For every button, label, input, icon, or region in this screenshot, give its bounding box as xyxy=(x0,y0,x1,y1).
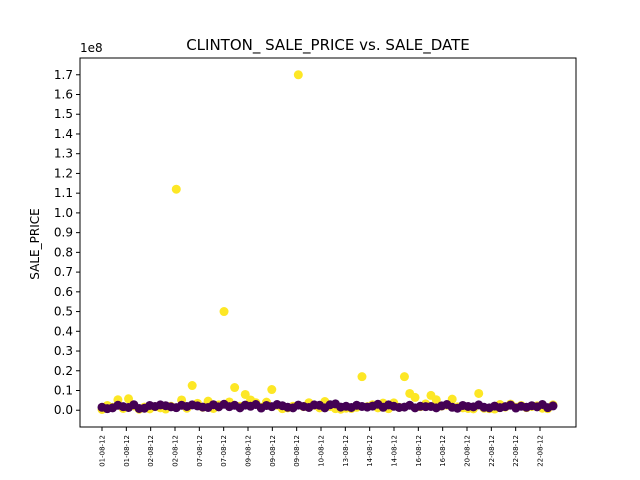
y-axis-ticks: 0.0 0.1 0.2 0.3 0.4 0.5 0.6 0.7 0.8 0.9 1.0 1.1 1.2 1… xyxy=(54,68,80,417)
data-point-yellow xyxy=(474,388,484,398)
x-tick-label: 14-08-12 xyxy=(366,435,374,467)
data-point-yellow xyxy=(187,381,197,391)
data-point-yellow xyxy=(124,394,134,404)
y-tick-label: 0.4 xyxy=(54,324,73,338)
y-tick-label: 0.1 xyxy=(54,383,73,397)
data-point-yellow xyxy=(171,184,181,194)
x-tick-label: 02-08-12 xyxy=(172,435,180,467)
x-axis-ticks: 01-08-12 01-08-12 02-08-12 02-08-12 07-08-12… xyxy=(99,427,545,467)
data-point-purple xyxy=(548,401,558,411)
y-tick-label: 0.0 xyxy=(54,403,73,417)
data-point-yellow xyxy=(410,392,420,402)
y-tick-label: 1.3 xyxy=(54,147,73,161)
x-tick-label: 01-08-12 xyxy=(123,435,131,467)
x-tick-label: 20-08-12 xyxy=(464,435,472,467)
y-tick-label: 1.5 xyxy=(54,107,73,121)
data-point-yellow xyxy=(219,307,229,317)
x-tick-label: 16-08-12 xyxy=(439,435,447,467)
y-tick-label: 1.2 xyxy=(54,166,73,180)
data-point-yellow xyxy=(357,372,367,382)
x-tick-label: 02-08-12 xyxy=(147,435,155,467)
x-tick-label: 22-08-12 xyxy=(488,435,496,467)
data-point-yellow xyxy=(230,383,240,393)
y-tick-label: 0.6 xyxy=(54,285,73,299)
x-tick-label: 09-08-12 xyxy=(245,435,253,467)
y-tick-label: 1.4 xyxy=(54,127,73,141)
data-point-yellow xyxy=(267,385,277,395)
x-tick-label: 22-08-12 xyxy=(537,435,545,467)
x-tick-label: 07-08-12 xyxy=(196,435,204,467)
y-tick-label: 0.2 xyxy=(54,364,73,378)
x-tick-label: 01-08-12 xyxy=(99,435,107,467)
data-point-yellow xyxy=(293,70,303,80)
y-tick-label: 0.7 xyxy=(54,265,73,279)
x-tick-label: 07-08-12 xyxy=(220,435,228,467)
x-tick-label: 14-08-12 xyxy=(391,435,399,467)
y-tick-label: 0.9 xyxy=(54,226,73,240)
y-axis-label: SALE_PRICE xyxy=(28,208,42,279)
y-tick-label: 0.8 xyxy=(54,245,73,259)
x-tick-label: 13-08-12 xyxy=(342,435,350,467)
y-tick-label: 1.0 xyxy=(54,206,73,220)
y-axis-offset-label: 1e8 xyxy=(80,41,103,55)
x-tick-label: 09-08-12 xyxy=(269,435,277,467)
y-tick-label: 1.1 xyxy=(54,186,73,200)
x-tick-label: 10-08-12 xyxy=(318,435,326,467)
data-point-yellow xyxy=(399,372,409,382)
x-tick-label: 09-08-12 xyxy=(293,435,301,467)
y-tick-label: 1.7 xyxy=(54,68,73,82)
chart-title: CLINTON_ SALE_PRICE vs. SALE_DATE xyxy=(186,36,470,55)
y-tick-label: 1.6 xyxy=(54,88,73,102)
plot-frame xyxy=(79,57,577,428)
x-tick-label: 16-08-12 xyxy=(415,435,423,467)
data-points xyxy=(97,70,558,414)
y-tick-label: 0.3 xyxy=(54,344,73,358)
data-point-yellow xyxy=(431,395,441,405)
x-tick-label: 22-08-12 xyxy=(512,435,520,467)
y-tick-label: 0.5 xyxy=(54,305,73,319)
